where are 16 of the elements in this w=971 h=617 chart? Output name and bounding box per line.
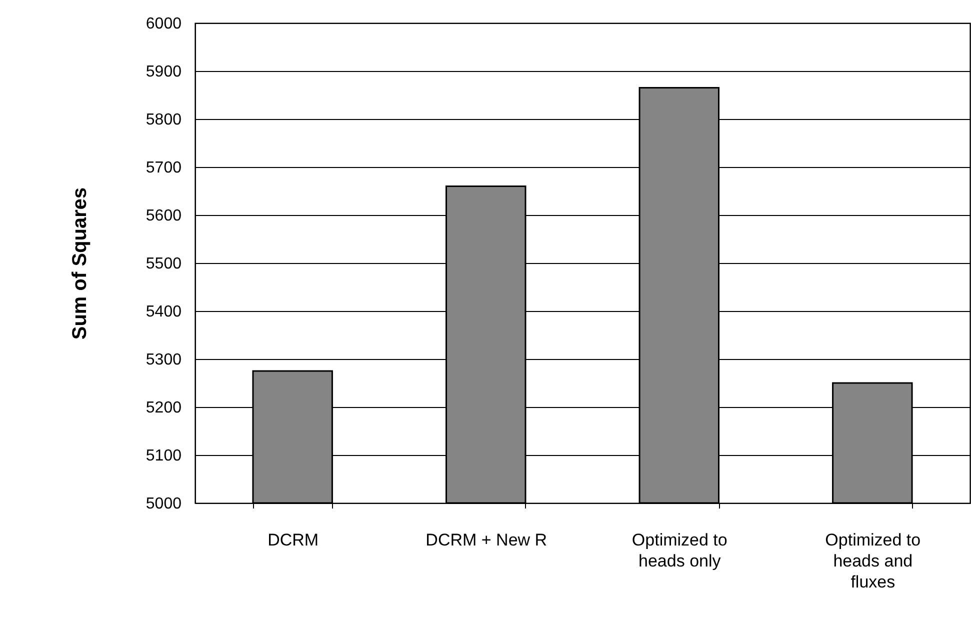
x-tick-label: DCRM + New R <box>426 530 548 550</box>
y-tick-label: 6000 <box>146 16 182 32</box>
y-tick-label: 5200 <box>146 400 182 416</box>
y-tick-label: 5600 <box>146 208 182 224</box>
y-tick-label: 5900 <box>146 64 182 80</box>
y-tick-label: 5800 <box>146 112 182 128</box>
y-tick-label: 5400 <box>146 304 182 320</box>
y-tick-label: 5500 <box>146 256 182 272</box>
y-tick-label: 5100 <box>146 448 182 464</box>
y-tick-label: 5000 <box>146 496 182 512</box>
y-axis-title: Sum of Squares <box>68 187 91 340</box>
x-tick-label: Optimized to heads only <box>632 530 728 570</box>
x-tick-label: DCRM <box>268 530 319 550</box>
x-tick-label: Optimized to heads and fluxes <box>825 530 921 592</box>
y-tick-label: 5700 <box>146 160 182 176</box>
y-tick-label: 5300 <box>146 352 182 368</box>
